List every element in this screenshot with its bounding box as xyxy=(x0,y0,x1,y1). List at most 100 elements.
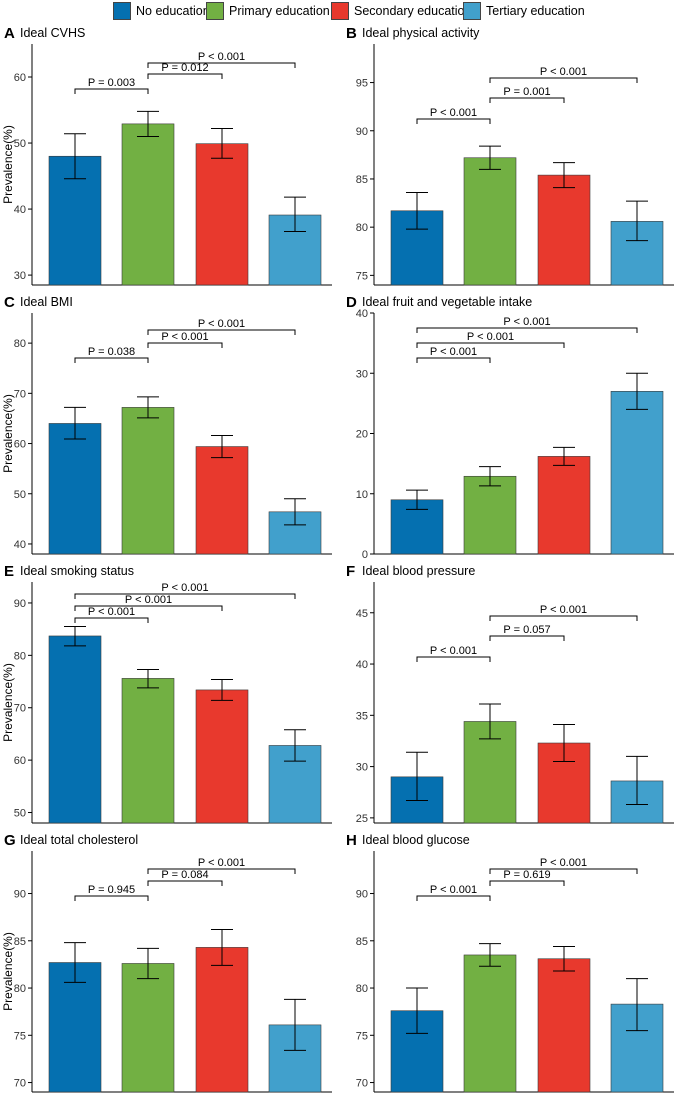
bar-3 xyxy=(195,689,249,824)
bar-1 xyxy=(48,962,102,1093)
significance-bracket xyxy=(74,617,149,623)
p-value-label: P = 0.012 xyxy=(161,62,208,74)
y-tick-label: 75 xyxy=(14,1030,26,1042)
p-value-label: P < 0.001 xyxy=(503,316,550,328)
y-tick-label: 40 xyxy=(14,204,26,216)
y-tick-label: 80 xyxy=(14,338,26,350)
chart-panel-a: A Ideal CVHS Prevalence(%) 30 40 50 60 P = 0.00… xyxy=(1,25,332,286)
legend-item: Primary education xyxy=(206,2,330,20)
significance-bracket xyxy=(74,895,149,901)
significance-bracket xyxy=(489,615,638,621)
significance-bracket xyxy=(416,357,491,363)
p-value-label: P < 0.001 xyxy=(161,582,208,594)
p-value-label: P = 0.003 xyxy=(88,77,135,89)
panel-title: Ideal physical activity xyxy=(362,26,480,40)
significance-bracket xyxy=(74,605,223,611)
y-axis-label: Prevalence(%) xyxy=(1,125,15,204)
p-value-label: P = 0.084 xyxy=(161,869,208,881)
y-tick-label: 90 xyxy=(14,598,26,610)
p-value-label: P = 0.619 xyxy=(503,869,550,881)
significance-bracket xyxy=(74,88,149,94)
p-value-label: P = 0.057 xyxy=(503,624,550,636)
y-tick-label: 35 xyxy=(356,710,368,722)
chart-panel-e: E Ideal smoking status Prevalence(%) 50 60 70… xyxy=(1,563,332,824)
y-tick-label: 0 xyxy=(362,549,368,561)
y-tick-label: 80 xyxy=(14,983,26,995)
legend-item: Secondary education xyxy=(331,2,471,20)
y-tick-label: 40 xyxy=(14,539,26,551)
y-tick-label: 70 xyxy=(14,388,26,400)
y-tick-label: 90 xyxy=(14,889,26,901)
significance-bracket xyxy=(147,329,296,335)
y-tick-label: 90 xyxy=(356,126,368,138)
p-value-label: P < 0.001 xyxy=(430,884,477,896)
y-tick-label: 85 xyxy=(14,936,26,948)
y-tick-label: 80 xyxy=(14,650,26,662)
y-tick-label: 70 xyxy=(356,1078,368,1090)
p-value-label: P < 0.001 xyxy=(88,606,135,618)
significance-bracket xyxy=(489,77,638,83)
bar-3 xyxy=(537,958,591,1093)
bar-2 xyxy=(463,157,517,286)
y-tick-label: 40 xyxy=(356,308,368,320)
chart-panel-f: F Ideal blood pressure 25 30 35 40 45 P < 0.001… xyxy=(346,563,674,825)
bar-3 xyxy=(537,174,591,286)
y-tick-label: 85 xyxy=(356,936,368,948)
significance-bracket xyxy=(74,593,296,599)
significance-bracket xyxy=(416,895,491,901)
y-tick-label: 95 xyxy=(356,78,368,90)
panel-title: Ideal total cholesterol xyxy=(20,833,138,847)
significance-bracket xyxy=(147,342,223,348)
panel-title: Ideal blood pressure xyxy=(362,564,475,578)
p-value-label: P < 0.001 xyxy=(430,107,477,119)
y-axis-label: Prevalence(%) xyxy=(1,663,15,742)
significance-bracket xyxy=(147,62,296,68)
y-axis-label: Prevalence(%) xyxy=(1,932,15,1011)
y-tick-label: 90 xyxy=(356,889,368,901)
y-tick-label: 60 xyxy=(14,72,26,84)
significance-bracket xyxy=(74,357,149,363)
bar-4 xyxy=(610,391,664,555)
p-value-label: P < 0.001 xyxy=(540,604,587,616)
p-value-label: P < 0.001 xyxy=(198,318,245,330)
legend-swatch xyxy=(463,2,481,20)
panel-letter: F xyxy=(346,563,355,580)
p-value-label: P = 0.945 xyxy=(88,884,135,896)
y-tick-label: 75 xyxy=(356,270,368,282)
panel-letter: C xyxy=(4,294,15,311)
panel-title: Ideal blood glucose xyxy=(362,833,470,847)
p-value-label: P < 0.001 xyxy=(198,51,245,63)
p-value-label: P < 0.001 xyxy=(430,346,477,358)
bar-3 xyxy=(537,456,591,555)
panel-letter: G xyxy=(4,832,16,849)
legend-swatch xyxy=(206,2,224,20)
y-axis-label: Prevalence(%) xyxy=(1,394,15,473)
y-tick-label: 20 xyxy=(356,429,368,441)
significance-bracket xyxy=(416,342,565,348)
chart-panel-g: G Ideal total cholesterol Prevalence(%) 70 7… xyxy=(1,832,332,1093)
significance-bracket xyxy=(489,97,565,103)
significance-bracket xyxy=(147,73,223,79)
p-value-label: P < 0.001 xyxy=(161,331,208,343)
significance-bracket xyxy=(416,656,491,662)
bar-3 xyxy=(195,446,249,555)
p-value-label: P < 0.001 xyxy=(540,857,587,869)
y-tick-label: 45 xyxy=(356,608,368,620)
legend-swatch xyxy=(331,2,349,20)
y-tick-label: 40 xyxy=(356,659,368,671)
significance-bracket xyxy=(416,327,638,333)
bar-1 xyxy=(48,635,102,824)
y-tick-label: 30 xyxy=(14,270,26,282)
y-tick-label: 70 xyxy=(14,703,26,715)
y-tick-label: 80 xyxy=(356,983,368,995)
bar-2 xyxy=(463,954,517,1093)
panel-title: Ideal CVHS xyxy=(20,26,85,40)
bar-2 xyxy=(463,475,517,555)
significance-bracket xyxy=(489,868,638,874)
p-value-label: P < 0.001 xyxy=(467,331,514,343)
panel-letter: D xyxy=(346,294,357,311)
y-tick-label: 25 xyxy=(356,813,368,825)
legend-item: Tertiary education xyxy=(463,2,585,20)
p-value-label: P < 0.001 xyxy=(198,857,245,869)
chart-panel-c: C Ideal BMI Prevalence(%) 40 50 60 70 80 P = 0.0… xyxy=(1,294,332,555)
